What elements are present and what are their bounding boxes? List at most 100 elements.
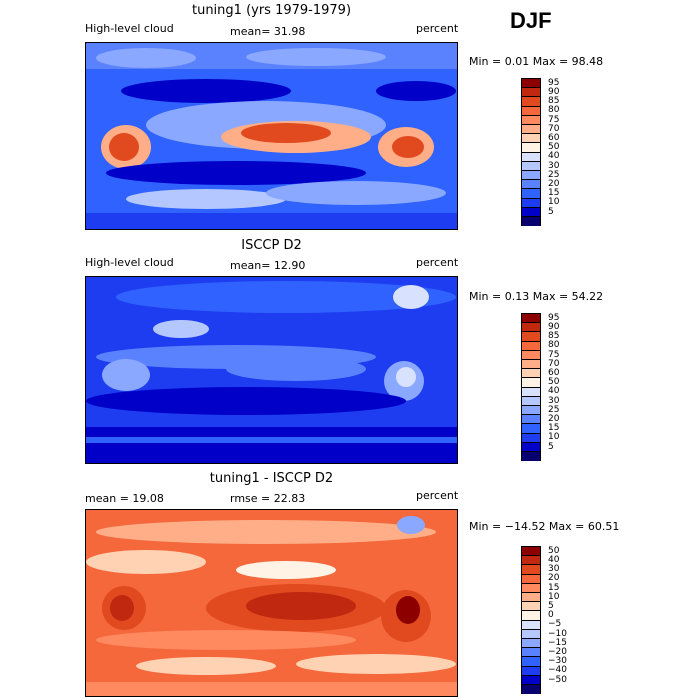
minmax-label: Min = 0.01 Max = 98.48 [469,55,604,68]
map-plot [85,509,458,697]
map-plot [85,42,458,230]
panel-title: tuning1 (yrs 1979-1979) [191,3,352,18]
season-label: DJF [510,8,552,33]
colorbar-label: 30 [548,564,560,575]
colorbar-swatch [521,582,541,593]
colorbar-swatch [521,114,541,125]
colorbar-swatch [521,395,541,406]
colorbar-label: 85 [548,96,560,107]
colorbar-swatch [521,684,541,694]
colorbar-label: 0 [548,610,554,621]
colorbar-swatch [521,423,541,434]
colorbar: 95 90 85 80 75 70 60 50 40 30 25 20 15 10 5 [521,313,559,461]
colorbar-swatch [521,564,541,575]
colorbar-swatch [521,665,541,676]
colorbar-swatch [521,546,541,556]
colorbar-swatch [521,386,541,397]
colorbar-swatch [521,592,541,602]
colorbar-swatch [521,647,541,657]
colorbar-label: 5 [548,206,554,217]
field-label: High-level cloud [85,22,174,35]
colorbar-label: 70 [548,358,560,369]
colorbar-label: 10 [548,197,560,208]
colorbar-label: −50 [548,674,567,685]
colorbar-label: 5 [548,600,554,611]
colorbar-swatch [521,87,541,97]
colorbar-swatch [521,674,541,685]
colorbar-swatch [521,170,541,180]
colorbar: 50 40 30 20 15 10 5 0 −5 −10 −15 −20 −30 −40 −50 [521,546,567,694]
colorbar-swatch [521,610,541,621]
colorbar-swatch [521,216,541,226]
colorbar-swatch [521,78,541,88]
colorbar-label: 40 [548,151,560,162]
colorbar-label: −10 [548,628,567,639]
colorbar-swatch [521,322,541,332]
colorbar-swatch [521,368,541,378]
minmax-label: Min = 0.13 Max = 54.22 [469,290,604,303]
map-plot [85,276,458,464]
minmax-label: Min = −14.52 Max = 60.51 [469,520,620,533]
colorbar-swatch [521,96,541,107]
colorbar-swatch [521,151,541,162]
colorbar-swatch [521,142,541,153]
colorbar-label: 75 [548,114,560,125]
colorbar-label: 10 [548,591,560,602]
colorbar-label: 60 [548,132,560,143]
colorbar-swatch [521,377,541,388]
rmse-label: rmse = 22.83 [230,492,306,505]
colorbar-label: 20 [548,413,560,424]
colorbar-label: 15 [548,188,560,199]
colorbar-label: 15 [548,582,560,593]
colorbar-swatch [521,441,541,452]
colorbar-label: 80 [548,105,560,116]
colorbar-swatch [521,197,541,208]
colorbar-swatch [521,124,541,134]
colorbar-label: 75 [548,349,560,360]
colorbar-label: 40 [548,386,560,397]
field-label: High-level cloud [85,256,174,269]
colorbar-label: 60 [548,367,560,378]
colorbar-label: 50 [548,377,560,388]
colorbar-label: 80 [548,340,560,351]
colorbar-label: 70 [548,123,560,134]
colorbar-label: −15 [548,637,567,648]
mean-label: mean= 31.98 [230,25,306,38]
colorbar-label: 40 [548,554,560,565]
colorbar-label: −5 [548,619,562,630]
colorbar-swatch [521,160,541,171]
units-label: percent [416,256,459,269]
colorbar-label: −30 [548,656,567,667]
mean-label: mean= 12.90 [230,259,306,272]
colorbar-label: 95 [548,312,560,323]
colorbar-swatch [521,656,541,667]
colorbar-label: 20 [548,573,560,584]
colorbar-label: 90 [548,321,560,332]
colorbar-label: 30 [548,395,560,406]
panel-title: ISCCP D2 [241,238,302,253]
colorbar-label: 85 [548,331,560,342]
units-label: percent [416,489,459,502]
colorbar-swatch [521,349,541,360]
colorbar-swatch [521,405,541,415]
colorbar-swatch [521,206,541,217]
colorbar-label: 15 [548,423,560,434]
colorbar-swatch [521,451,541,461]
colorbar-label: 30 [548,160,560,171]
colorbar-label: 50 [548,545,560,556]
colorbar-swatch [521,619,541,630]
mean-label: mean = 19.08 [85,492,164,505]
colorbar-swatch [521,638,541,648]
colorbar-label: 25 [548,169,560,180]
colorbar-label: 90 [548,86,560,97]
colorbar-swatch [521,432,541,443]
colorbar: 95 90 85 80 75 70 60 50 40 30 25 20 15 10 5 [521,78,559,226]
colorbar-label: 5 [548,441,554,452]
colorbar-swatch [521,340,541,351]
colorbar-label: 20 [548,178,560,189]
colorbar-label: 10 [548,432,560,443]
colorbar-label: −20 [548,646,567,657]
colorbar-swatch [521,359,541,369]
colorbar-swatch [521,179,541,189]
units-label: percent [416,22,459,35]
